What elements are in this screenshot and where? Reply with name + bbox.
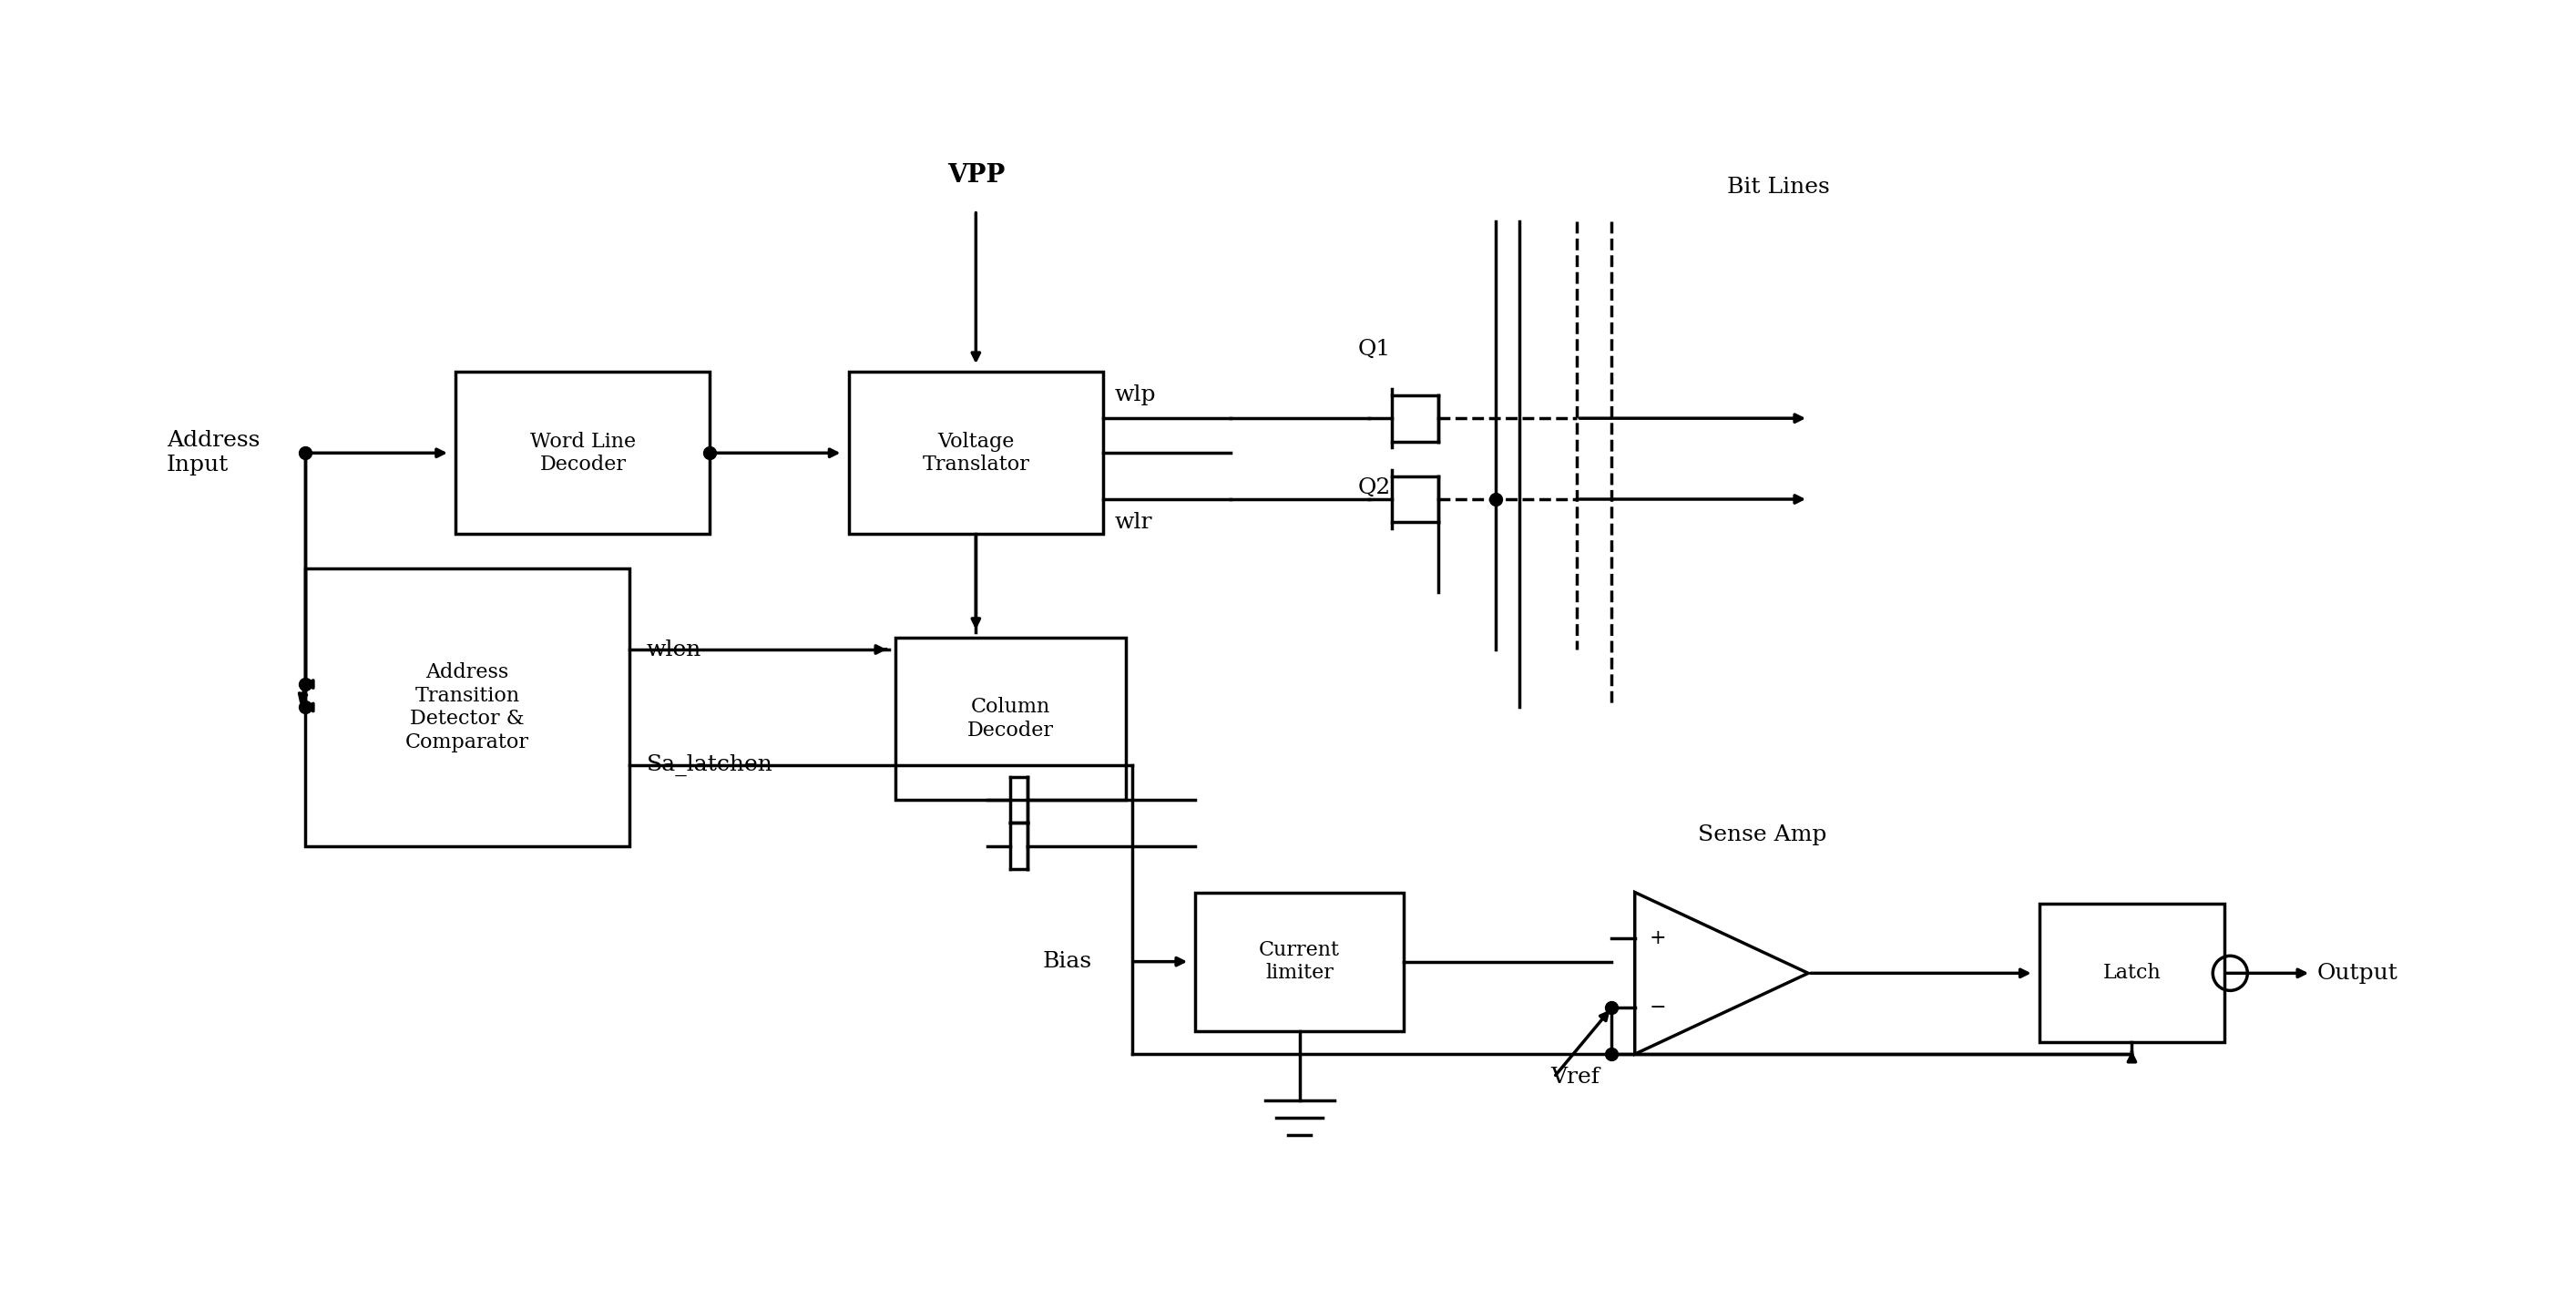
Text: Address
Transition
Detector &
Comparator: Address Transition Detector & Comparator bbox=[404, 662, 528, 752]
Text: Word Line
Decoder: Word Line Decoder bbox=[531, 431, 636, 474]
Point bbox=[690, 443, 732, 464]
Text: wlr: wlr bbox=[1115, 512, 1151, 533]
Point bbox=[1592, 998, 1633, 1018]
Text: Bit Lines: Bit Lines bbox=[1728, 177, 1829, 197]
Point bbox=[286, 674, 327, 695]
Text: Current
limiter: Current limiter bbox=[1260, 940, 1340, 983]
Point bbox=[1592, 1043, 1633, 1064]
Text: +: + bbox=[1649, 929, 1667, 948]
Text: Q1: Q1 bbox=[1358, 339, 1391, 360]
FancyBboxPatch shape bbox=[307, 569, 629, 846]
Text: Sense Amp: Sense Amp bbox=[1698, 824, 1826, 844]
Text: −: − bbox=[1649, 998, 1667, 1018]
Text: Vref: Vref bbox=[1551, 1066, 1600, 1087]
Text: Voltage
Translator: Voltage Translator bbox=[922, 431, 1030, 474]
Text: wlen: wlen bbox=[647, 639, 701, 660]
Text: wlp: wlp bbox=[1115, 385, 1157, 405]
Text: Latch: Latch bbox=[2102, 963, 2161, 983]
Text: Address
Input: Address Input bbox=[167, 430, 260, 475]
FancyBboxPatch shape bbox=[2040, 904, 2223, 1043]
FancyBboxPatch shape bbox=[848, 372, 1103, 534]
Text: Q2: Q2 bbox=[1358, 477, 1391, 498]
Text: Output: Output bbox=[2316, 963, 2398, 983]
FancyBboxPatch shape bbox=[456, 372, 711, 534]
Point bbox=[286, 696, 327, 717]
FancyBboxPatch shape bbox=[1195, 892, 1404, 1031]
Point bbox=[1476, 488, 1517, 509]
Text: Column
Decoder: Column Decoder bbox=[969, 698, 1054, 740]
Point bbox=[286, 443, 327, 464]
Text: Bias: Bias bbox=[1043, 951, 1092, 972]
FancyBboxPatch shape bbox=[894, 638, 1126, 800]
Text: VPP: VPP bbox=[948, 164, 1005, 188]
Text: Sa_latchen: Sa_latchen bbox=[647, 755, 773, 776]
